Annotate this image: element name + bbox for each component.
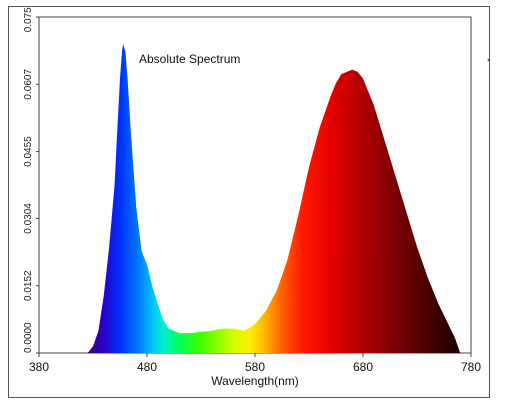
spectrum-chart: 0.0000 0.0152 0.0304 0.0455 0.0607 0.0759 380… (23, 7, 481, 388)
x-tick-label: 380 (29, 360, 49, 374)
x-axis-ticks: 380 480 580 680 780 (29, 353, 481, 374)
x-tick-label: 780 (461, 360, 481, 374)
y-axis-ticks: 0.0000 0.0152 0.0304 0.0455 0.0607 0.0759 (23, 7, 39, 354)
y-tick-label: 0.0152 (23, 270, 34, 301)
y-tick-label: 0.0455 (23, 136, 34, 167)
stray-mark: * (487, 57, 491, 67)
y-tick-label: 0.0304 (23, 203, 34, 234)
y-tick-label: 0.0759 (23, 7, 34, 32)
chart-frame: 0.0000 0.0152 0.0304 0.0455 0.0607 0.0759 380… (8, 6, 491, 398)
chart-title: Absolute Spectrum (139, 52, 240, 66)
x-tick-label: 580 (245, 360, 265, 374)
x-axis-label: Wavelength(nm) (211, 374, 299, 388)
x-tick-label: 680 (353, 360, 373, 374)
spectrum-area (87, 44, 461, 353)
x-tick-label: 480 (137, 360, 157, 374)
y-tick-label: 0.0000 (23, 322, 34, 353)
y-tick-label: 0.0607 (23, 69, 34, 100)
